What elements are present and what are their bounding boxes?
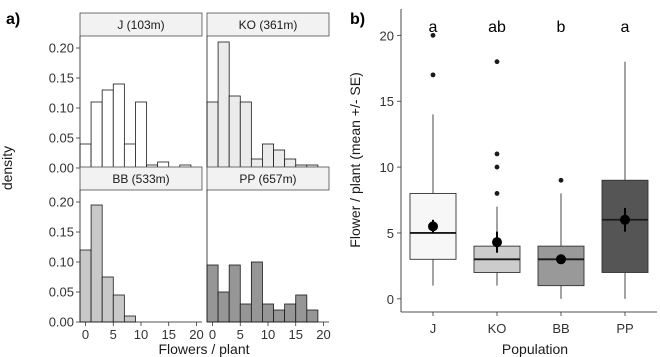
y-tick-label: 0.20	[49, 195, 74, 210]
histogram-bar	[123, 143, 136, 169]
y-tick-label: 15	[380, 94, 394, 109]
histogram-bar	[239, 101, 252, 169]
y-tick-label: 0.15	[49, 225, 74, 240]
boxplot-x-axis-title: Population	[502, 341, 568, 357]
x-tick-label: KO	[488, 321, 507, 336]
histogram-bar	[90, 101, 103, 169]
facet-strip	[79, 166, 203, 191]
histogram-bar	[239, 303, 252, 323]
mean-point	[428, 221, 438, 232]
box-iqr	[537, 245, 585, 287]
facet-strip-label: PP (657m)	[239, 172, 296, 186]
histogram-bar	[295, 294, 308, 323]
x-tick-label: J	[430, 321, 437, 336]
histogram-bar	[206, 264, 219, 323]
x-tick-label: 20	[316, 327, 330, 342]
box-ko: KO ab	[473, 19, 521, 336]
facet-strip-label: KO (361m)	[239, 18, 298, 32]
histogram-x-axis-title: Flowers / plant	[158, 341, 249, 357]
y-tick-label: 20	[380, 28, 394, 43]
facet-3: PP (657m) 0 5 10 15 20	[206, 166, 331, 342]
facet-strip	[206, 166, 330, 191]
histogram-bar	[79, 249, 92, 323]
histogram-bar	[101, 276, 114, 323]
box-bb: BB b	[537, 19, 585, 336]
outlier-point	[430, 32, 436, 38]
histogram-bar	[217, 41, 230, 169]
y-tick-label: 0.05	[49, 285, 74, 300]
y-tick-label: 0.00	[49, 315, 74, 330]
x-tick-label: 15	[161, 327, 175, 342]
significance-letter: a	[621, 19, 630, 36]
y-tick-label: 5	[387, 226, 394, 241]
facet-strip-label: BB (533m)	[112, 172, 169, 186]
box-j: Ja	[409, 19, 457, 336]
y-tick-label: 0.10	[49, 101, 74, 116]
y-tick-label: 10	[380, 160, 394, 175]
x-tick-label: 0	[82, 327, 89, 342]
facet-0: J (103m) 0.00 0.05 0.10 0.15 0.20	[49, 12, 203, 176]
mean-point	[492, 237, 502, 248]
histogram-bar	[228, 264, 241, 323]
histogram-bar	[112, 83, 125, 169]
boxplot-panel: 0 5 10 15 20 Ja KO ab BB b PP a	[380, 9, 657, 336]
x-tick-label: 5	[110, 327, 117, 342]
histogram-facets: J (103m) 0.00 0.05 0.10 0.15 0.20 KO (361m) BB …	[49, 12, 331, 342]
facet-strip	[206, 12, 330, 37]
y-tick-label: 0.10	[49, 255, 74, 270]
x-tick-label: BB	[552, 321, 569, 336]
y-tick-label: 0.15	[49, 71, 74, 86]
x-tick-label: PP	[616, 321, 633, 336]
histogram-bar	[217, 291, 230, 323]
mean-point	[620, 214, 630, 225]
significance-letter: a	[429, 19, 438, 36]
facet-strip-label: J (103m)	[117, 18, 164, 32]
box-pp: PP a	[601, 19, 649, 336]
panel-b-tag: b)	[350, 11, 365, 28]
histogram-bar	[101, 89, 114, 169]
histogram-bar	[90, 204, 103, 323]
significance-letter: ab	[488, 19, 506, 36]
outlier-point	[494, 59, 500, 65]
histogram-bar	[284, 303, 297, 323]
histogram-bar	[250, 261, 263, 323]
histogram-bar	[79, 143, 92, 169]
histogram-bar	[206, 101, 219, 169]
y-tick-label: 0.05	[49, 131, 74, 146]
histogram-bar	[112, 294, 125, 323]
histogram-y-axis-title: density	[0, 146, 15, 190]
outlier-point	[494, 151, 500, 157]
histogram-bar	[123, 315, 136, 323]
histogram-bar	[273, 149, 286, 169]
boxplot-y-axis-title: Flower / plant (mean +/- SE)	[347, 72, 363, 247]
histogram-bar	[228, 95, 241, 169]
facet-strip	[79, 12, 203, 37]
facet-1: KO (361m)	[206, 12, 330, 169]
x-tick-label: 10	[134, 327, 148, 342]
outlier-point	[494, 164, 500, 170]
box-iqr	[409, 192, 457, 260]
outlier-point	[494, 191, 500, 196]
x-tick-label: 10	[261, 327, 275, 342]
outlier-point	[558, 177, 564, 183]
outlier-point	[430, 72, 436, 78]
x-tick-label: 20	[189, 327, 203, 342]
x-tick-label: 15	[288, 327, 302, 342]
y-tick-label: 0.20	[49, 41, 74, 56]
histogram-bar	[273, 309, 286, 323]
y-tick-label: 0.00	[49, 161, 74, 176]
histogram-bar	[262, 143, 274, 169]
histogram-bar	[306, 309, 319, 323]
histogram-bar	[262, 303, 274, 323]
y-tick-label: 0	[387, 292, 394, 307]
panel-a-tag: a)	[6, 11, 20, 28]
significance-letter: b	[557, 19, 566, 36]
x-tick-label: 5	[237, 327, 244, 342]
x-tick-label: 0	[209, 327, 216, 342]
mean-point	[556, 254, 566, 265]
histogram-bar	[135, 101, 147, 169]
facet-2: BB (533m) 0.00 0.05 0.10 0.15 0.20 0 5 10 15 20	[49, 166, 204, 342]
